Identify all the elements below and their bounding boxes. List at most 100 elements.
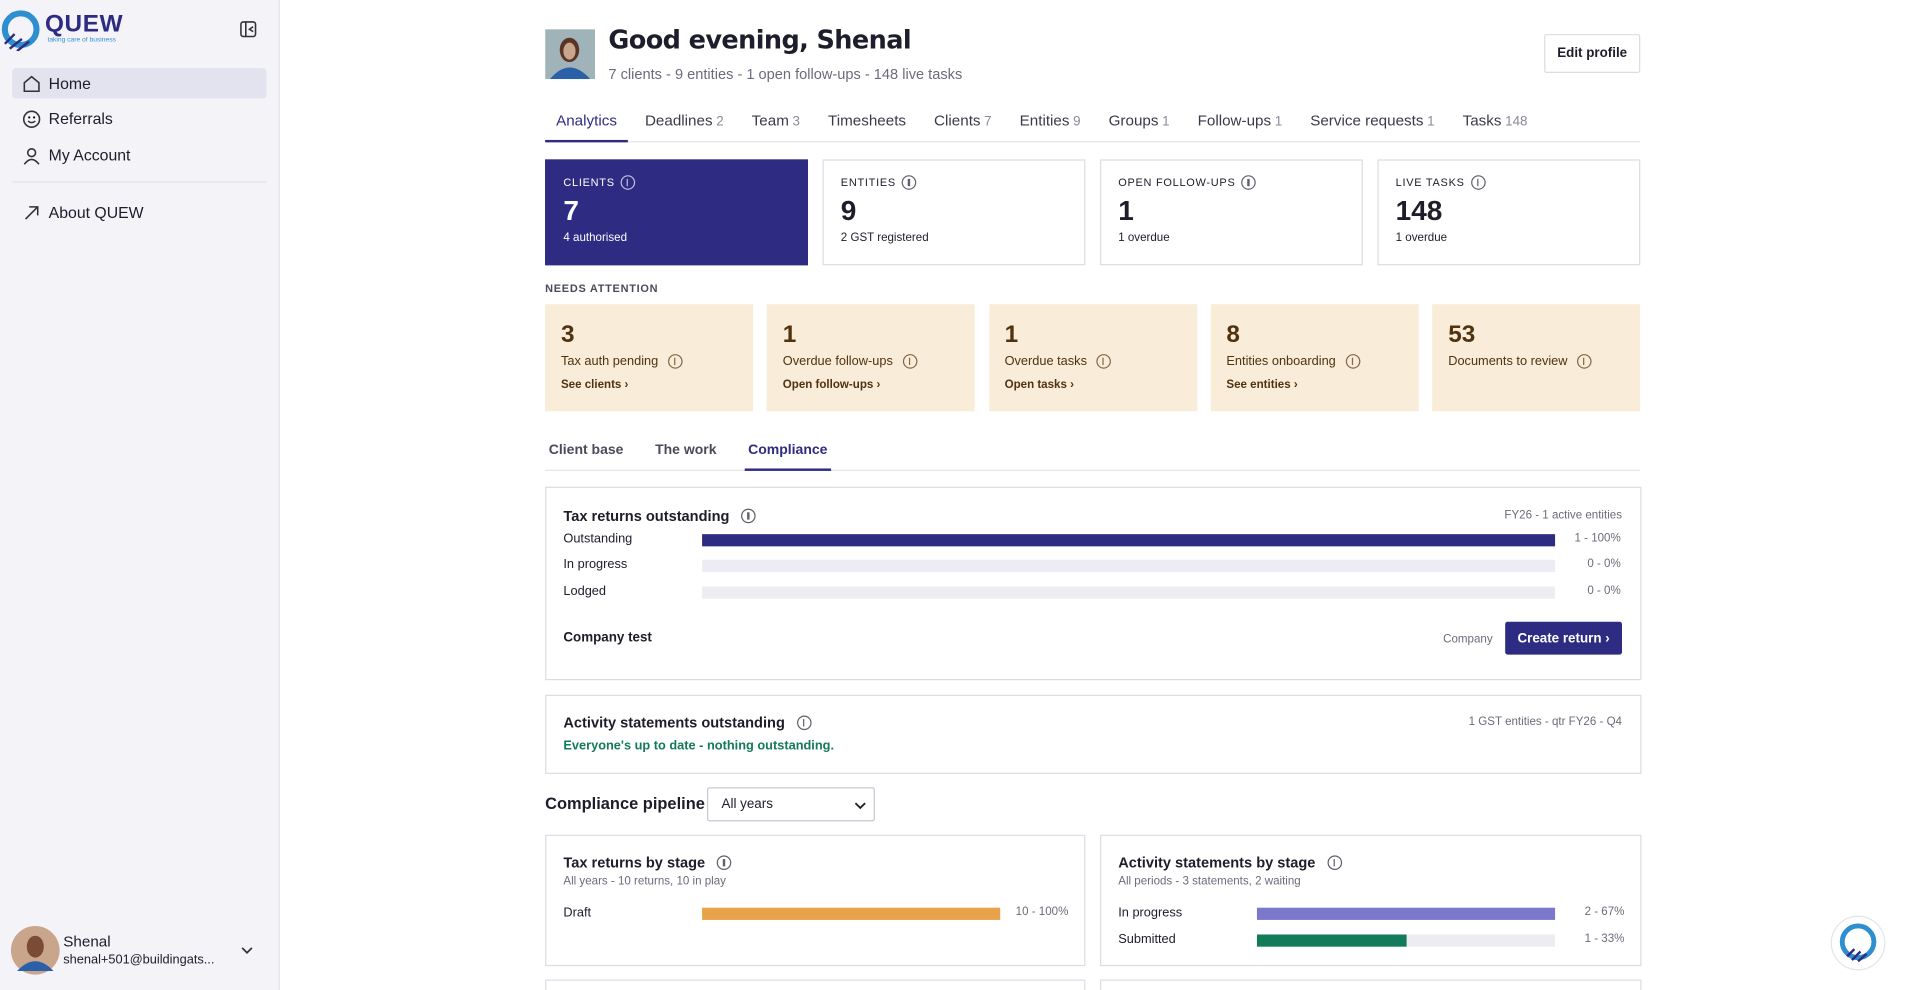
attention-label: Documents to review (1448, 354, 1624, 369)
sub-tab-bar: Client base The work Compliance (545, 438, 1641, 471)
panel-partial (545, 979, 1086, 990)
tab[interactable]: Service requests 1 (1299, 105, 1445, 140)
attention-link[interactable]: See clients › (560, 378, 629, 392)
bar-value: 1 - 100% (1574, 531, 1621, 546)
edit-profile-button[interactable]: Edit profile (1544, 34, 1641, 74)
info-icon[interactable] (717, 855, 732, 871)
attention-label: Overdue tasks (1005, 354, 1181, 369)
bar-value: 10 - 100% (1015, 905, 1069, 919)
bar-row: Lodged 0 - 0% (563, 583, 1621, 601)
nav-about[interactable]: About QUEW (12, 197, 266, 227)
info-icon[interactable] (902, 175, 917, 190)
attention-card[interactable]: 8 Entities onboarding See entities › (1210, 304, 1419, 412)
bar (1256, 933, 1407, 947)
tab-label: Groups (1108, 111, 1159, 129)
tab[interactable]: Clients 7 (923, 105, 1003, 140)
stat-sub: 2 GST registered (840, 231, 929, 245)
select-chevron (854, 802, 866, 810)
nav-home[interactable]: Home (12, 68, 267, 99)
stat-value: 7 (563, 194, 579, 227)
tab[interactable]: Entities 9 (1009, 105, 1092, 140)
user-menu[interactable] (240, 944, 255, 956)
attention-value: 8 (1226, 321, 1240, 349)
info-icon[interactable] (1470, 175, 1486, 190)
arrow-icon (24, 205, 39, 219)
tab-label: Analytics (556, 111, 617, 129)
logo: QUEW (45, 10, 124, 38)
info-icon[interactable] (797, 715, 812, 731)
bar-row: In progress 0 - 0% (563, 557, 1621, 575)
attention-card[interactable]: 1 Overdue tasks Open tasks › (988, 304, 1197, 412)
stat-label-text: LIVE TASKS (1395, 176, 1465, 189)
tab[interactable]: Groups 1 (1098, 105, 1181, 140)
attention-link[interactable]: Open tasks › (1004, 378, 1074, 392)
stat-sub: 4 authorised (563, 231, 628, 245)
bar-value: 0 - 0% (1587, 583, 1621, 597)
info-icon[interactable] (1577, 354, 1592, 369)
bar-track (702, 560, 1556, 573)
tab-count: 1 (1162, 114, 1170, 129)
status-text: Everyone's up to date - nothing outstand… (563, 738, 835, 754)
info-icon[interactable] (1327, 855, 1343, 871)
info-icon[interactable] (1345, 354, 1361, 369)
chat-launcher[interactable] (1830, 915, 1886, 971)
attention-link[interactable]: Open follow-ups › (782, 378, 881, 392)
tab-label: Follow-ups (1197, 111, 1272, 129)
stat-sub: 1 overdue (1395, 231, 1448, 245)
attention-label-text: Entities onboarding (1226, 354, 1336, 369)
sidebar: QUEW taking care of business Home Referr… (0, 0, 280, 990)
bar-value: 1 - 33% (1584, 931, 1625, 945)
info-icon[interactable] (668, 354, 683, 369)
year-select[interactable]: All years (706, 787, 875, 822)
attention-value: 1 (1004, 321, 1019, 349)
tab[interactable]: Timesheets (817, 105, 917, 140)
nav-referrals[interactable]: Referrals (12, 103, 266, 133)
tab-count: 1 (1274, 114, 1283, 129)
tab-count: 1 (1427, 114, 1435, 129)
tab[interactable]: Team 3 (741, 105, 811, 140)
user-icon (23, 147, 40, 165)
tab-label: Service requests (1310, 111, 1424, 129)
panel-title: Tax returns by stage (563, 854, 732, 871)
tab-count: 148 (1505, 114, 1528, 129)
stat-card: LIVE TASKS 148 1 overdue (1377, 159, 1641, 266)
bar-label: In progress (563, 557, 628, 573)
tab[interactable]: Analytics (545, 105, 628, 143)
stat-label-text: ENTITIES (840, 176, 896, 189)
home-icon (23, 75, 40, 92)
attention-card[interactable]: 1 Overdue follow-ups Open follow-ups › (766, 304, 976, 412)
section-label: NEEDS ATTENTION (545, 282, 659, 295)
info-icon[interactable] (902, 354, 918, 369)
info-icon[interactable] (620, 175, 636, 190)
bar-row: Submitted 1 - 33% (1118, 931, 1624, 948)
attention-card[interactable]: 3 Tax auth pending See clients › (545, 304, 754, 412)
tab[interactable]: Deadlines 2 (634, 105, 735, 140)
create-return-button[interactable]: Create return › (1505, 621, 1622, 655)
info-icon[interactable] (1241, 175, 1257, 190)
tab[interactable]: Follow-ups 1 (1187, 105, 1294, 140)
bar (702, 534, 1556, 547)
bar-value: 0 - 0% (1587, 557, 1621, 572)
sub-tab[interactable]: Client base (548, 442, 624, 458)
stat-label: ENTITIES (841, 175, 1067, 190)
attention-link[interactable]: See entities › (1226, 378, 1298, 392)
sub-tab[interactable]: Compliance (744, 438, 832, 471)
tab-label: Tasks (1462, 111, 1502, 129)
collapse-button[interactable] (240, 21, 257, 38)
tab[interactable]: Tasks 148 (1452, 105, 1539, 140)
info-icon[interactable] (1096, 354, 1112, 369)
attention-value: 53 (1448, 321, 1476, 349)
attention-card[interactable]: 53 Documents to review (1432, 304, 1641, 412)
sub-tab[interactable]: The work (655, 442, 717, 458)
panel-title: Activity statements by stage (1118, 854, 1343, 871)
nav-account[interactable]: My Account (12, 140, 266, 170)
bar-track (1256, 933, 1556, 947)
title-text: Tax returns by stage (563, 854, 706, 872)
info-icon[interactable] (741, 508, 757, 524)
nav-label: About QUEW (48, 203, 144, 222)
attention-label-text: Overdue tasks (1004, 354, 1087, 369)
stat-card: CLIENTS 7 4 authorised (545, 159, 808, 266)
greeting: Good evening, Shenal (608, 25, 911, 55)
nav-label: Referrals (48, 109, 113, 128)
